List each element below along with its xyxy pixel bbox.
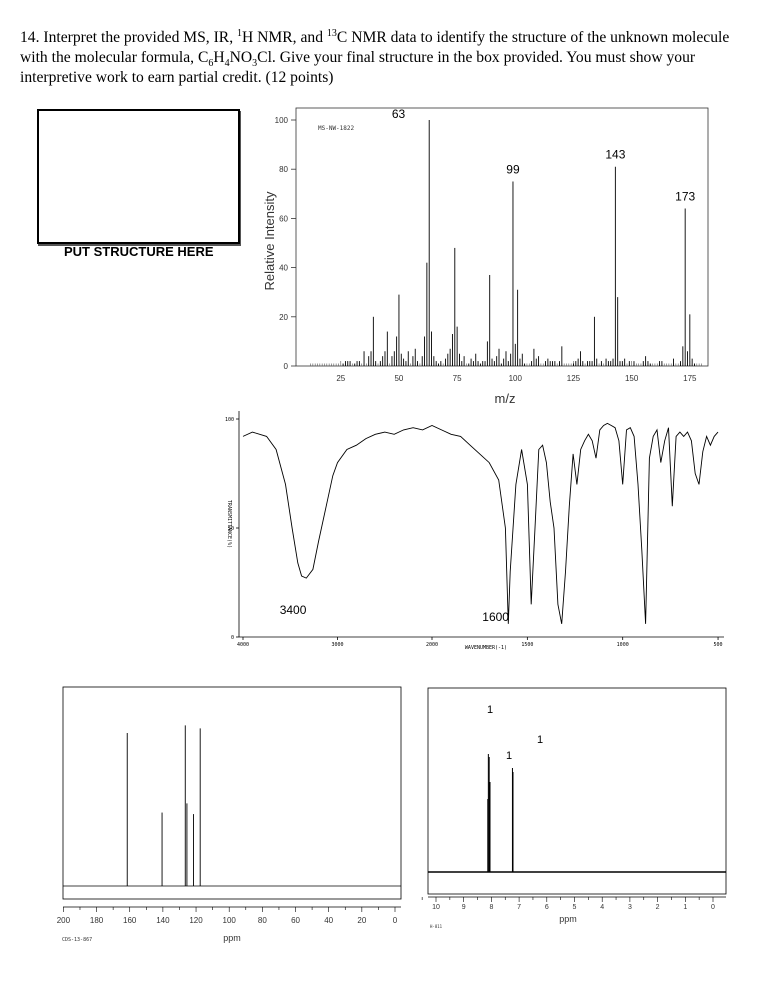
- question-text: 14. Interpret the provided MS, IR, 1H NM…: [20, 27, 730, 86]
- ms-y-tick-label: 60: [279, 214, 288, 223]
- c13-plot-frame: [62, 686, 402, 900]
- ms-x-tick-label: 175: [683, 374, 697, 383]
- ms-peak-label: 99: [506, 163, 520, 177]
- h1-x-tick-label: 4: [600, 904, 604, 911]
- c13-x-tick-label: 200: [57, 916, 71, 925]
- c13-x-tick-label: 80: [258, 916, 267, 925]
- ir-x-tick-label: 500: [714, 642, 723, 648]
- ir-x-axis-label: WAVENUMBER(-1): [465, 645, 507, 651]
- ir-y-tick-label: 0: [231, 635, 234, 641]
- ms-y-tick-label: 20: [279, 313, 288, 322]
- mass-spectrum-chart: Relative Intensity m/z MS-NW-1822 0 20 40 6…: [262, 107, 709, 406]
- ir-x-tick-label: 4000: [237, 642, 249, 648]
- ms-x-tick-label: 125: [567, 374, 581, 383]
- ms-peak-label: 63: [392, 107, 406, 121]
- ms-y-axis-label: Relative Intensity: [262, 191, 277, 290]
- ir-y-tick-label: 50: [228, 526, 234, 532]
- c13-sample-id: CDS-13-867: [62, 937, 92, 943]
- c13-x-tick-label: 40: [324, 916, 333, 925]
- ir-y-axis-label: TRANSMITTANCE(%): [226, 500, 232, 548]
- h1-x-tick-label: 5: [573, 904, 577, 911]
- c13-x-tick-label: 0: [393, 916, 398, 925]
- h1-x-axis-label: ppm: [559, 914, 577, 924]
- ir-spectrum-chart: TRANSMITTANCE(%) WAVENUMBER(-1) 10050040…: [225, 411, 724, 651]
- c13-x-tick-label: 20: [357, 916, 366, 925]
- ir-x-tick-label: 2000: [426, 642, 438, 648]
- h1-x-tick-label: 2: [656, 904, 660, 911]
- ms-x-tick-label: 150: [625, 374, 639, 383]
- h1-x-tick-label: 0: [711, 904, 715, 911]
- ms-y-tick-label: 40: [279, 264, 288, 273]
- h1-x-tick-label: 7: [517, 904, 521, 911]
- ms-y-tick-label: 0: [284, 362, 289, 371]
- c13-nmr-chart: ppm CDS-13-867 200 180 160 140 120 100 80 60 40 2…: [57, 686, 402, 943]
- h1-integral-label: 1: [487, 704, 493, 716]
- h1-x-tick-label: 9: [462, 904, 466, 911]
- ms-sample-id: MS-NW-1822: [318, 125, 355, 132]
- ms-x-tick-label: 75: [453, 374, 462, 383]
- ms-x-tick-label: 25: [336, 374, 345, 383]
- ms-x-tick-label: 50: [394, 374, 403, 383]
- ms-y-tick-label: 80: [279, 165, 288, 174]
- ms-peak-label: 173: [675, 190, 695, 204]
- ir-band-label: 1600: [482, 610, 509, 624]
- c13-x-tick-label: 180: [90, 916, 104, 925]
- structure-box-label: PUT STRUCTURE HERE: [64, 244, 214, 259]
- h1-x-tick-label: 1: [683, 904, 687, 911]
- ms-peak-label: 143: [605, 148, 625, 162]
- h1-x-tick-label: 3: [628, 904, 632, 911]
- ms-x-axis-label: m/z: [495, 391, 516, 406]
- c13-x-tick-label: 60: [291, 916, 300, 925]
- h1-x-tick-label: 8: [489, 904, 493, 911]
- ms-plot-frame: [295, 107, 709, 367]
- c13-x-tick-label: 140: [156, 916, 170, 925]
- ir-x-tick-label: 1000: [617, 642, 629, 648]
- c13-x-tick-label: 160: [123, 916, 137, 925]
- h1-x-tick-label: 6: [545, 904, 549, 911]
- structure-answer-box[interactable]: [37, 109, 240, 244]
- c13-x-axis-label: ppm: [223, 933, 241, 943]
- ms-x-tick-label: 100: [509, 374, 523, 383]
- h1-x-tick-label: 10: [432, 904, 440, 911]
- c13-x-tick-label: 100: [223, 916, 237, 925]
- h1-sample-id: H-811: [430, 924, 443, 929]
- h1-integral-label: 1: [506, 750, 512, 762]
- ir-x-tick-label: 1500: [521, 642, 533, 648]
- ms-y-tick-label: 100: [275, 116, 289, 125]
- ir-x-tick-label: 3000: [331, 642, 343, 648]
- ir-band-label: 3400: [280, 603, 307, 617]
- h1-integral-label: 1: [537, 734, 543, 746]
- h1-plot-frame: [427, 687, 727, 895]
- c13-x-tick-label: 120: [189, 916, 203, 925]
- ir-y-tick-label: 100: [225, 417, 234, 423]
- ir-spectrum-trace: [242, 422, 719, 624]
